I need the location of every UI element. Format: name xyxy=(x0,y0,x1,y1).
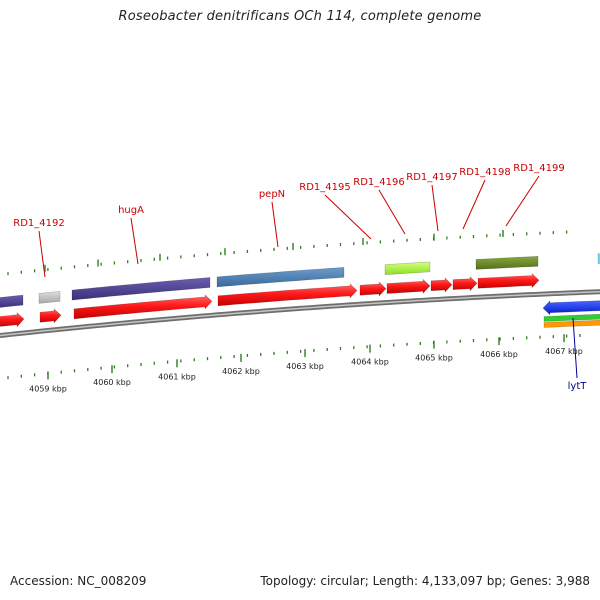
cds-arrow xyxy=(217,283,358,307)
gene-label-leader-rd1-4198 xyxy=(462,179,486,230)
gene-label-rd1-4195: RD1_4195 xyxy=(299,182,350,193)
gene-bar-steelblue-pepn xyxy=(216,266,345,288)
gene-label-leader-huga xyxy=(130,217,139,265)
kbp-label: 4061 kbp xyxy=(158,372,196,381)
gene-bar-purple-huga xyxy=(71,277,211,301)
feature-bar-green xyxy=(543,313,600,322)
gene-label-leader-rd1-4192 xyxy=(38,230,46,278)
map-title: Roseobacter denitrificans OCh 114, compl… xyxy=(118,9,482,24)
cds-arrow-reverse-blue xyxy=(542,300,600,316)
cds-arrow xyxy=(73,294,213,320)
cds-arrow xyxy=(39,308,62,324)
genome-backbone-highlight xyxy=(0,290,600,337)
gene-label-rd1-4199: RD1_4199 xyxy=(513,163,564,174)
accession-text: Accession: NC_008209 xyxy=(10,574,147,588)
gene-label-leader-lytt xyxy=(572,317,578,379)
gene-bar-lime xyxy=(384,261,431,275)
cds-arrow xyxy=(452,276,478,292)
gene-label-rd1-4192: RD1_4192 xyxy=(13,218,64,229)
kbp-label: 4065 kbp xyxy=(415,354,453,363)
kbp-label: 4067 kbp xyxy=(545,347,583,356)
gene-label-leader-rd1-4199 xyxy=(505,175,540,227)
cds-arrow xyxy=(359,281,387,297)
gene-label-rd1-4198: RD1_4198 xyxy=(459,167,510,178)
gene-bar-olive xyxy=(475,255,539,270)
gene-bar-purple xyxy=(0,294,24,308)
cds-arrow xyxy=(430,277,453,293)
gene-label-rd1-4196: RD1_4196 xyxy=(353,177,404,188)
cds-arrow xyxy=(0,312,25,328)
kbp-label: 4060 kbp xyxy=(93,378,131,387)
kbp-label: 4066 kbp xyxy=(480,350,518,359)
feature-bar-orange xyxy=(543,319,600,328)
gene-label-leader-rd1-4196 xyxy=(378,189,406,235)
kbp-label: 4064 kbp xyxy=(351,358,389,367)
genome-summary-text: Topology: circular; Length: 4,133,097 bp… xyxy=(260,574,590,588)
kbp-label: 4062 kbp xyxy=(222,367,260,376)
gene-label-lytt: lytT xyxy=(568,381,588,392)
gene-bar-gray xyxy=(38,290,61,304)
kbp-label: 4059 kbp xyxy=(29,384,67,393)
kbp-label: 4063 kbp xyxy=(286,362,324,371)
cds-arrow xyxy=(477,272,540,289)
gene-label-pepn: pepN xyxy=(259,189,285,200)
gene-label-leader-pepn xyxy=(271,201,279,248)
cds-arrow xyxy=(386,278,431,295)
gene-label-rd1-4197: RD1_4197 xyxy=(406,172,457,183)
gene-label-huga: hugA xyxy=(118,205,144,216)
gene-label-leader-rd1-4195 xyxy=(324,194,372,240)
gene-label-leader-rd1-4197 xyxy=(431,184,439,232)
